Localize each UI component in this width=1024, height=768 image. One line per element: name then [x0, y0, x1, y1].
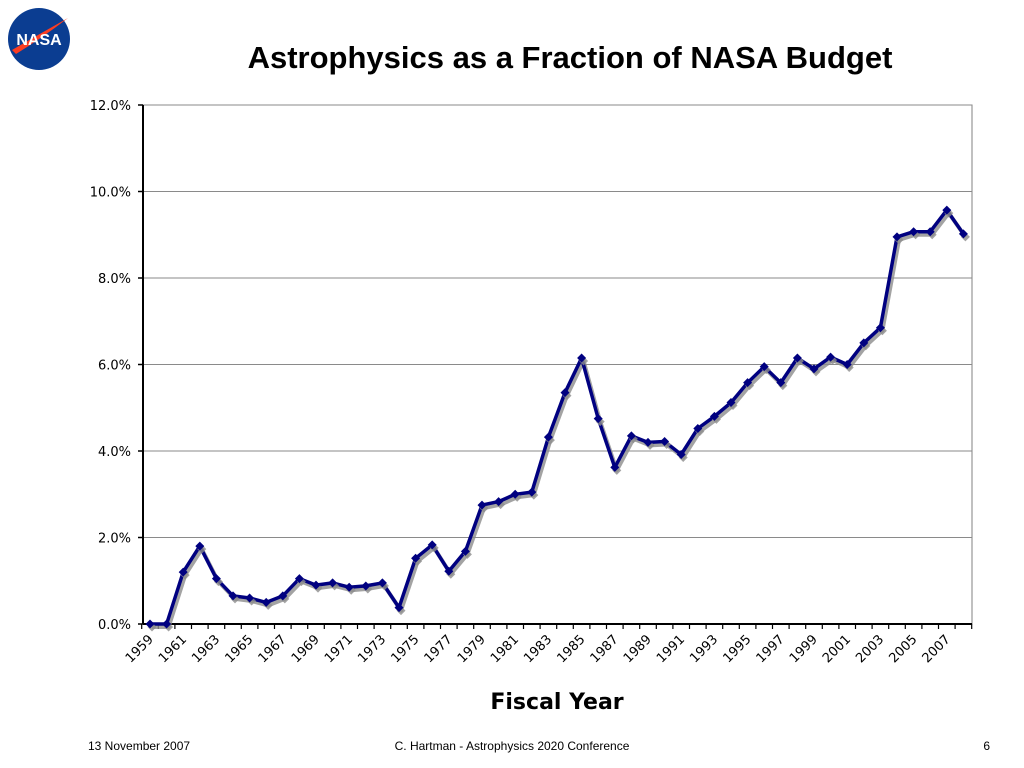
data-point: [361, 581, 371, 591]
data-point: [643, 437, 653, 447]
x-tick-label: 2007: [920, 632, 954, 666]
nasa-logo: NASA: [8, 8, 70, 70]
data-point: [494, 497, 504, 507]
x-tick-label: 1963: [189, 632, 223, 666]
data-point: [809, 364, 819, 374]
chart-title: Astrophysics as a Fraction of NASA Budge…: [247, 40, 893, 75]
data-point: [792, 353, 802, 363]
x-tick-label: 1977: [422, 632, 456, 666]
x-tick-label: 1989: [621, 632, 655, 666]
x-tick-label: 1959: [123, 632, 157, 666]
x-tick-label: 1975: [388, 632, 422, 666]
data-point: [626, 431, 636, 441]
data-point: [593, 414, 603, 424]
x-tick-label: 1987: [588, 632, 622, 666]
data-point: [344, 582, 354, 592]
data-point: [909, 227, 919, 237]
y-tick-label: 12.0%: [90, 99, 131, 114]
data-point: [195, 541, 205, 551]
data-point: [261, 597, 271, 607]
footer-date: 13 November 2007: [88, 739, 191, 753]
data-point: [444, 566, 454, 576]
data-point: [875, 323, 885, 333]
data-point: [460, 546, 470, 556]
x-tick-label: 1979: [455, 632, 489, 666]
series-path: [150, 208, 965, 626]
x-axis-label: Fiscal Year: [490, 690, 623, 715]
data-point: [311, 580, 321, 590]
y-tick-label: 0.0%: [98, 618, 131, 633]
x-tick-label: 1993: [687, 632, 721, 666]
x-tick-label: 1991: [654, 632, 688, 666]
x-tick-label: 1969: [289, 632, 323, 666]
data-point: [942, 205, 952, 215]
y-tick-label: 10.0%: [90, 186, 131, 201]
y-axis-ticks: 0.0% 2.0% 4.0% 6.0% 8.0% 10.0% 12.0%: [90, 99, 143, 633]
x-tick-label: 1965: [222, 632, 256, 666]
data-point: [377, 578, 387, 588]
data-point: [394, 603, 404, 613]
data-points: [145, 205, 970, 632]
data-point: [776, 378, 786, 388]
gridlines: [143, 104, 972, 538]
series-line: [150, 208, 968, 629]
data-point: [693, 424, 703, 434]
x-tick-label: 1983: [521, 632, 555, 666]
page-number: 6: [983, 739, 990, 753]
y-tick-label: 4.0%: [98, 445, 131, 460]
logo-text: NASA: [16, 32, 62, 49]
x-tick-label: 1997: [754, 632, 788, 666]
x-tick-label: 1985: [554, 632, 588, 666]
data-point: [245, 593, 255, 603]
x-tick-label: 1967: [256, 632, 290, 666]
data-point: [477, 500, 487, 510]
y-tick-label: 2.0%: [98, 532, 131, 547]
x-tick-label: 1981: [488, 632, 522, 666]
x-tick-label: 2003: [853, 632, 887, 666]
data-point: [925, 227, 935, 237]
data-point: [411, 553, 421, 563]
data-point: [859, 338, 869, 348]
data-point: [610, 462, 620, 472]
data-point: [427, 540, 437, 550]
data-point: [842, 360, 852, 369]
y-tick-label: 6.0%: [98, 359, 131, 374]
data-point: [527, 487, 537, 497]
x-tick-label: 1995: [720, 632, 754, 666]
x-tick-label: 2005: [886, 632, 920, 666]
x-tick-label: 1999: [787, 632, 821, 666]
data-point: [543, 432, 553, 442]
data-point: [577, 353, 587, 363]
data-point: [743, 378, 753, 388]
data-point: [178, 567, 188, 577]
x-axis-ticks: 1959 1961 1963 1965 1967 1969 1971 1973 1975 1977…: [123, 624, 973, 666]
footer-presentation: C. Hartman - Astrophysics 2020 Conferenc…: [394, 739, 630, 753]
data-point: [958, 229, 968, 239]
data-point: [709, 411, 719, 421]
data-point: [560, 388, 570, 398]
data-point: [892, 232, 902, 242]
data-point: [676, 449, 686, 459]
data-point: [510, 489, 520, 499]
data-point: [759, 362, 769, 372]
data-point: [162, 619, 172, 629]
logo-swoosh: [12, 18, 68, 54]
y-tick-label: 8.0%: [98, 272, 131, 287]
data-point: [726, 398, 736, 408]
data-point: [278, 591, 288, 601]
series-shadow: [152, 211, 968, 629]
data-point: [328, 578, 338, 588]
x-tick-label: 1971: [322, 632, 356, 666]
x-tick-label: 1961: [156, 632, 190, 666]
data-point: [211, 574, 221, 584]
x-tick-label: 1973: [355, 632, 389, 666]
data-point: [228, 591, 238, 601]
data-point: [145, 619, 155, 629]
x-tick-label: 2001: [820, 632, 854, 666]
data-point: [294, 574, 304, 584]
data-point: [660, 436, 670, 446]
data-point: [826, 352, 836, 362]
